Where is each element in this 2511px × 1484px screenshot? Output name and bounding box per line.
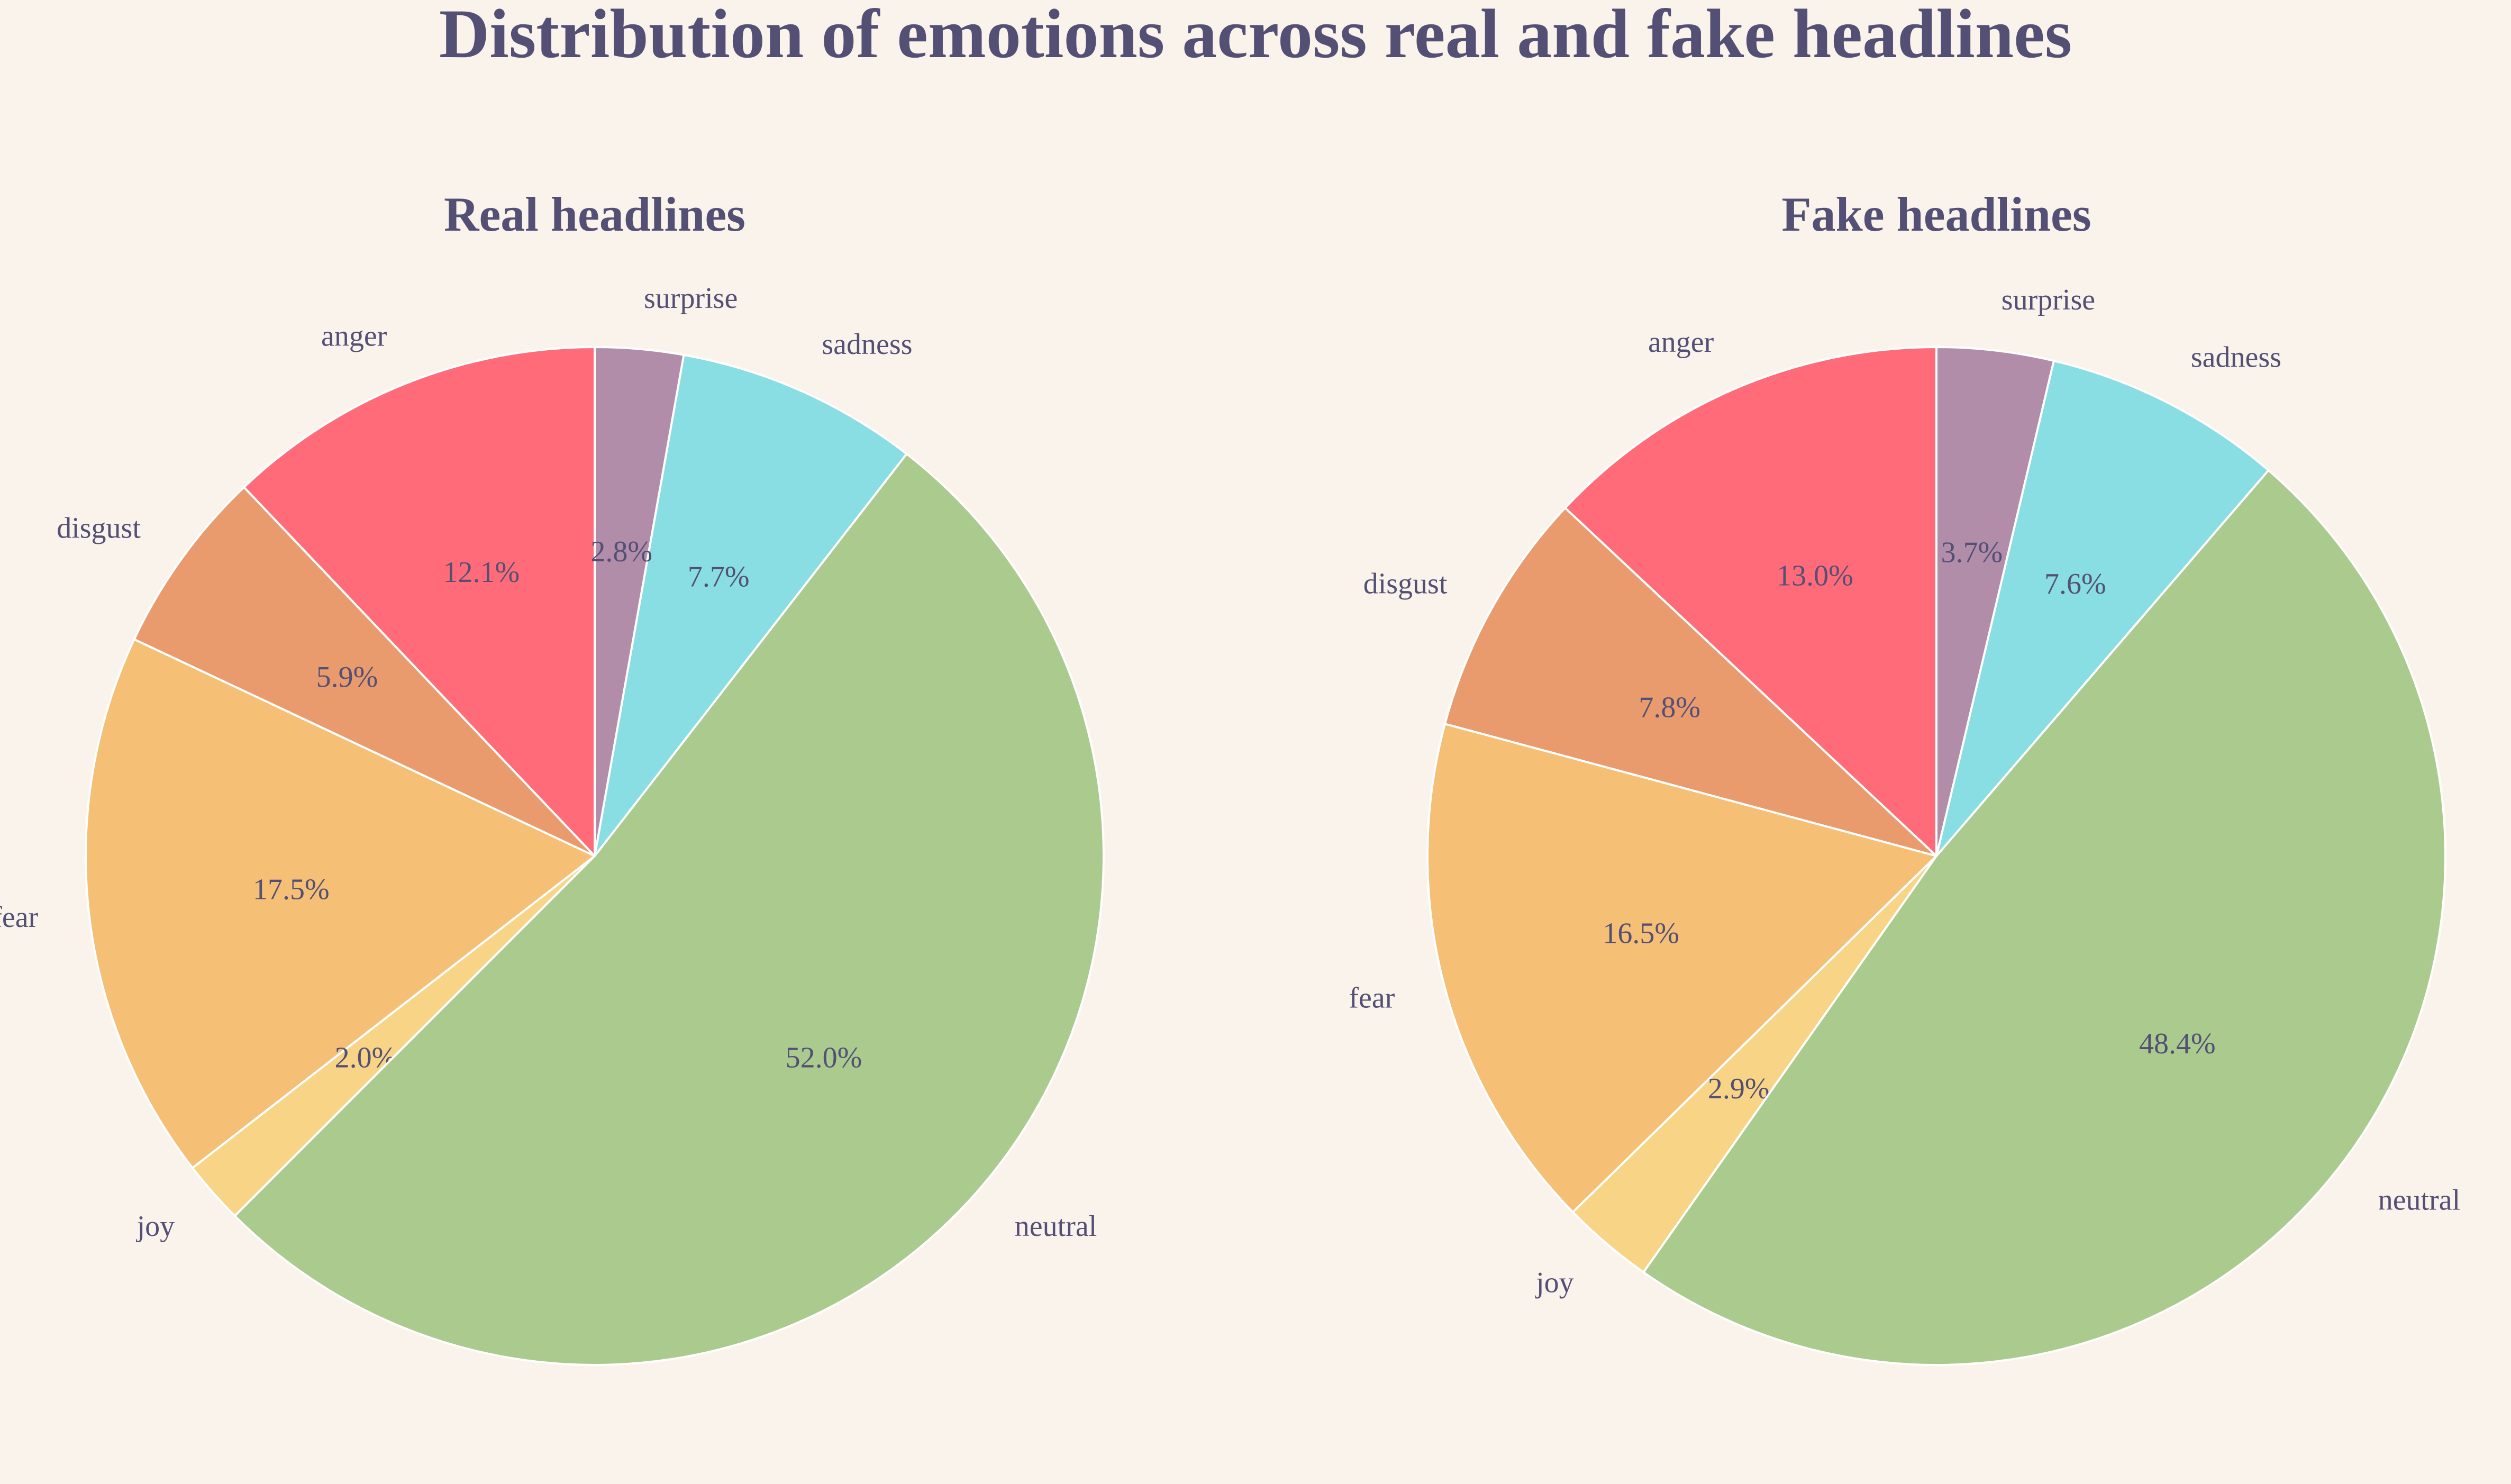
fake-headlines-slice-neutral — [1642, 469, 2446, 1367]
real-headlines-pct-sadness: 7.7% — [688, 561, 750, 594]
real-headlines-pct-fear: 17.5% — [253, 873, 330, 906]
fake-headlines-slice-surprise — [1935, 345, 2055, 857]
real-headlines-label-surprise: surprise — [644, 282, 738, 315]
real-headlines-label-anger: anger — [321, 320, 387, 352]
real-headlines-slice-neutral — [233, 452, 1105, 1366]
fake-headlines-slice-anger — [1563, 345, 1937, 859]
fake-headlines-label-surprise: surprise — [2001, 284, 2095, 316]
fake-headlines-pct-sadness: 7.6% — [2044, 568, 2106, 600]
fake-headlines-label-anger: anger — [1648, 326, 1714, 359]
real-headlines-slice-disgust — [132, 486, 596, 857]
real-headlines-pct-surprise: 2.8% — [590, 535, 652, 568]
real-headlines-label-disgust: disgust — [57, 512, 141, 545]
fake-headlines-pct-joy: 2.9% — [1708, 1072, 1770, 1105]
real-headlines-pct-neutral: 52.0% — [786, 1042, 862, 1075]
real-headlines-pct-anger: 12.1% — [443, 556, 520, 589]
fake-headlines-label-joy: joy — [1535, 1266, 1574, 1299]
real-headlines-label-fear: fear — [0, 901, 39, 934]
real-headlines-label-joy: joy — [136, 1210, 175, 1243]
fake-headlines-pct-fear: 16.5% — [1603, 917, 1679, 950]
fake-headlines-pct-neutral: 48.4% — [2139, 1027, 2216, 1060]
real-headlines-slice-fear — [85, 638, 597, 1170]
fake-headlines-title: Fake headlines — [1781, 187, 2091, 241]
real-headlines-slice-surprise — [594, 345, 685, 857]
real-headlines-slice-anger — [242, 345, 596, 859]
fake-headlines-label-neutral: neutral — [2378, 1183, 2460, 1216]
fake-headlines-label-fear: fear — [1349, 981, 1395, 1014]
pie-real-headlines: Real headlines anger 12.1% disgust 5.9% fear 1… — [0, 187, 1105, 1366]
chart-title: Distribution of emotions across real and… — [439, 0, 2072, 72]
fake-headlines-slice-disgust — [1443, 506, 1937, 857]
pie-fake-headlines: Fake headlines anger 13.0% disgust 7.8% fear 1… — [1349, 187, 2460, 1367]
real-headlines-pct-disgust: 5.9% — [316, 661, 378, 694]
fake-headlines-pct-surprise: 3.7% — [1941, 536, 2003, 569]
fake-headlines-slice-sadness — [1935, 359, 2270, 857]
fake-headlines-pct-disgust: 7.8% — [1639, 691, 1700, 724]
real-headlines-label-neutral: neutral — [1015, 1210, 1097, 1243]
fake-headlines-label-disgust: disgust — [1363, 567, 1448, 600]
fake-headlines-slice-fear — [1426, 722, 1939, 1214]
real-headlines-slice-sadness — [594, 353, 908, 857]
real-headlines-title: Real headlines — [444, 187, 745, 241]
fake-headlines-pct-anger: 13.0% — [1777, 559, 1853, 592]
real-headlines-label-sadness: sadness — [822, 328, 912, 361]
fake-headlines-label-sadness: sadness — [2191, 341, 2281, 374]
